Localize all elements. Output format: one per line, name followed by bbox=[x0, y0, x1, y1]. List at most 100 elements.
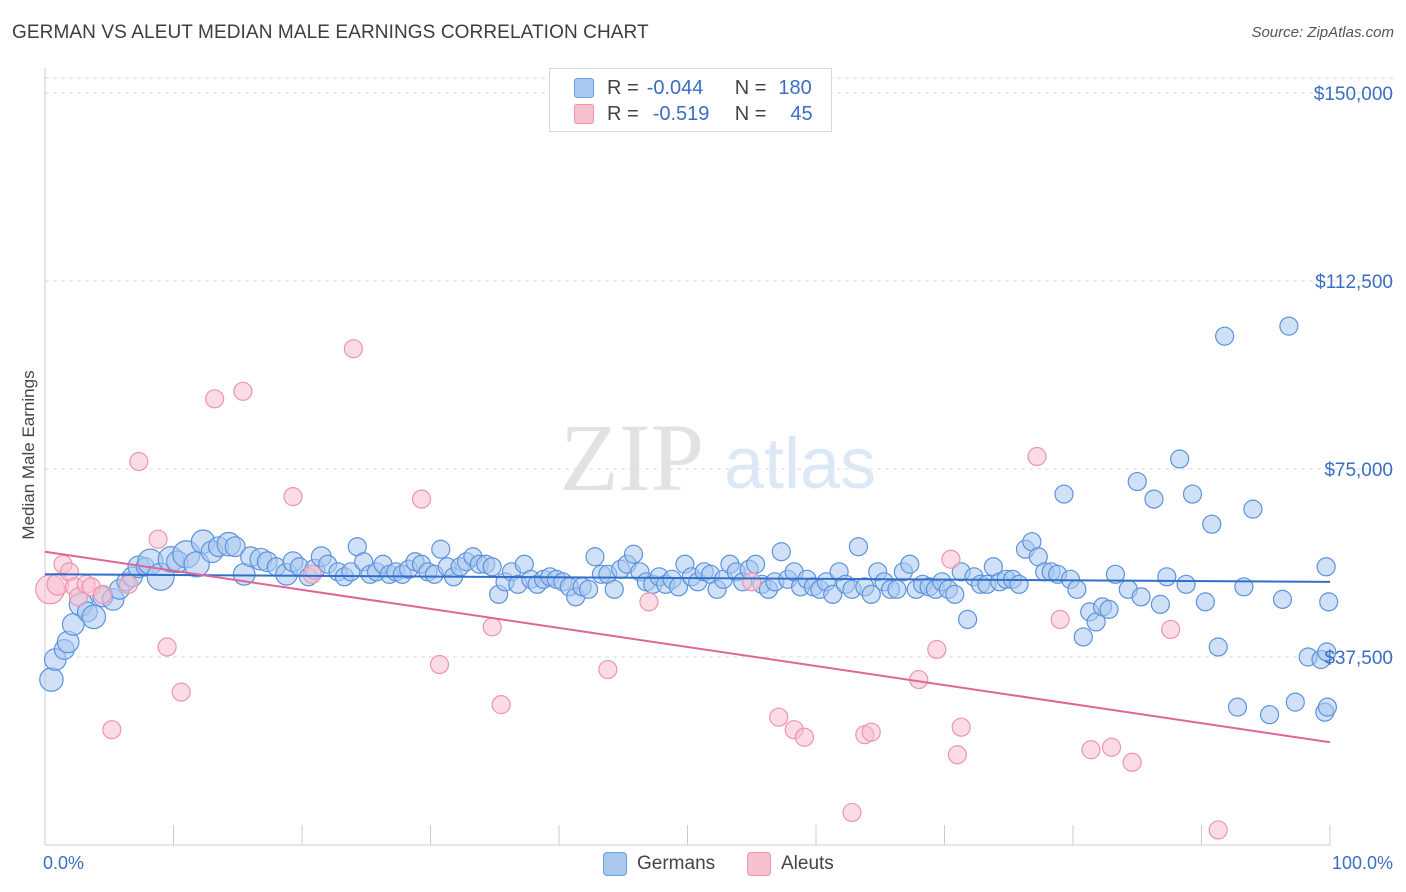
data-point bbox=[887, 579, 907, 599]
data-point bbox=[1027, 446, 1047, 467]
data-point bbox=[1127, 471, 1147, 492]
legend-r-value: -0.044 bbox=[646, 76, 704, 99]
legend-swatch-aleuts bbox=[574, 104, 594, 124]
data-point bbox=[578, 579, 599, 599]
data-point bbox=[1285, 692, 1305, 712]
data-point bbox=[102, 720, 122, 740]
data-point bbox=[598, 659, 618, 680]
data-point bbox=[1317, 697, 1338, 717]
data-point bbox=[639, 592, 659, 612]
y-tick-label: $150,000 bbox=[1314, 84, 1393, 105]
y-axis-label: Median Male Earnings bbox=[19, 370, 38, 539]
data-point bbox=[1272, 589, 1293, 609]
data-point bbox=[742, 572, 762, 592]
chart-title: GERMAN VS ALEUT MEDIAN MALE EARNINGS COR… bbox=[12, 22, 649, 43]
data-point bbox=[1215, 326, 1235, 346]
data-point bbox=[1317, 642, 1337, 662]
data-point bbox=[1208, 820, 1228, 840]
data-point bbox=[945, 584, 965, 604]
data-point bbox=[1319, 592, 1339, 612]
trend-lines bbox=[44, 550, 1331, 744]
data-point bbox=[1099, 599, 1119, 619]
data-point bbox=[585, 547, 605, 567]
data-point bbox=[1279, 316, 1299, 336]
data-point bbox=[771, 542, 791, 562]
watermark: ZIP atlas bbox=[560, 404, 876, 511]
data-point bbox=[1150, 594, 1170, 614]
data-point bbox=[81, 604, 107, 630]
watermark-zip: ZIP bbox=[560, 404, 704, 511]
legend-r-label: R = bbox=[607, 76, 639, 99]
data-point bbox=[1081, 740, 1101, 760]
data-point bbox=[429, 654, 450, 675]
legend-item-aleuts: Aleuts bbox=[747, 852, 834, 876]
legend-n-value: 45 bbox=[790, 102, 813, 125]
data-point bbox=[283, 486, 303, 507]
axis-labels: $37,500 $75,000 $112,500 $150,000 0.0% 100.0%… bbox=[19, 84, 1393, 873]
y-tick-label: $37,500 bbox=[1324, 648, 1393, 669]
data-point bbox=[1227, 697, 1248, 717]
data-point bbox=[1157, 567, 1177, 587]
trend-line bbox=[44, 550, 1331, 744]
data-point bbox=[604, 579, 624, 599]
data-point bbox=[1131, 587, 1151, 607]
data-point bbox=[1208, 637, 1228, 657]
data-point bbox=[411, 489, 432, 509]
data-point bbox=[1176, 574, 1196, 594]
data-point bbox=[129, 451, 149, 472]
data-point bbox=[746, 554, 766, 574]
data-point bbox=[842, 802, 862, 823]
data-point bbox=[118, 574, 139, 594]
data-point bbox=[1122, 752, 1142, 772]
data-point bbox=[148, 529, 168, 549]
legend-n-label: N = bbox=[734, 102, 767, 125]
data-point bbox=[1054, 484, 1074, 504]
data-point bbox=[1105, 564, 1126, 584]
data-point bbox=[1009, 574, 1029, 594]
data-point bbox=[769, 707, 789, 727]
legend-item-germans: Germans bbox=[603, 852, 715, 876]
data-point bbox=[224, 536, 246, 558]
data-point bbox=[343, 339, 363, 359]
data-point bbox=[1050, 609, 1070, 630]
legend-n-label: N = bbox=[734, 76, 767, 99]
data-point bbox=[1161, 619, 1181, 640]
correlation-legend: R = -0.044 N = 180 R = -0.519 N = 45 bbox=[549, 68, 832, 132]
watermark-atlas: atlas bbox=[724, 424, 876, 504]
data-point bbox=[157, 637, 177, 657]
series-aleuts bbox=[35, 339, 1228, 840]
data-point bbox=[482, 557, 502, 577]
legend-swatch-aleuts bbox=[747, 852, 771, 876]
legend-r-label: R = bbox=[607, 102, 639, 125]
axes bbox=[44, 68, 1331, 846]
legend-swatch-germans bbox=[603, 852, 627, 876]
data-point bbox=[1101, 737, 1122, 757]
legend-swatch-germans bbox=[574, 78, 594, 98]
data-point bbox=[1243, 499, 1263, 519]
data-point bbox=[1067, 579, 1087, 599]
legend-n-value: 180 bbox=[778, 76, 812, 99]
data-point bbox=[947, 745, 967, 765]
data-point bbox=[1195, 592, 1215, 612]
data-point bbox=[431, 539, 451, 559]
data-point bbox=[623, 544, 644, 564]
data-point bbox=[93, 584, 113, 604]
trend-line bbox=[44, 573, 1331, 583]
data-point bbox=[927, 639, 947, 660]
y-tick-label: $112,500 bbox=[1315, 272, 1393, 293]
data-point bbox=[900, 554, 920, 574]
data-point bbox=[848, 537, 869, 557]
data-point bbox=[1073, 627, 1093, 647]
data-point bbox=[958, 609, 978, 630]
legend-label-germans: Germans bbox=[637, 853, 716, 874]
series-germans bbox=[39, 316, 1339, 725]
data-point bbox=[482, 617, 502, 637]
data-point bbox=[39, 667, 64, 692]
data-point bbox=[1182, 484, 1203, 504]
x-tick-label: 0.0% bbox=[43, 853, 84, 873]
y-tick-label: $75,000 bbox=[1324, 460, 1393, 481]
data-point bbox=[861, 584, 881, 604]
data-point bbox=[302, 564, 322, 584]
legend-row-germans: R = -0.044 N = 180 bbox=[574, 76, 812, 100]
